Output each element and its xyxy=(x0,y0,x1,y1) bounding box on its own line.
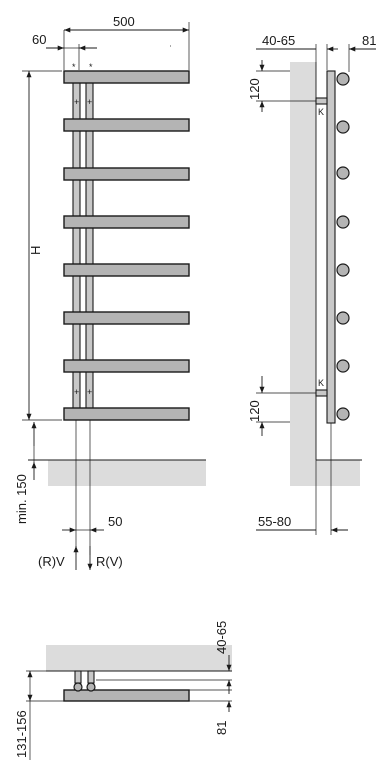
plus-mark: + xyxy=(87,97,92,107)
top-bracket-label: 120 xyxy=(247,78,262,100)
side-knob xyxy=(336,166,350,180)
top-valve-knob xyxy=(86,682,96,692)
side-knob xyxy=(336,407,350,421)
front-bar xyxy=(63,311,190,325)
front-bar xyxy=(63,215,190,229)
front-bars xyxy=(63,70,190,421)
bracket-mark-bottom: K xyxy=(318,378,324,388)
front-bar xyxy=(63,118,190,132)
flow-right-label: R(V) xyxy=(96,554,123,569)
bottom-distance-label: 55-80 xyxy=(258,514,291,529)
side-floor xyxy=(316,460,360,486)
plus-mark: + xyxy=(74,387,79,397)
top-valve-knob xyxy=(73,682,83,692)
front-bar xyxy=(63,407,190,421)
top-valve-right xyxy=(87,670,95,684)
side-knob xyxy=(336,311,350,325)
side-knob xyxy=(336,120,350,134)
side-radiator-body xyxy=(326,70,336,424)
top-radiator-bar xyxy=(63,689,190,702)
side-knob xyxy=(336,215,350,229)
side-knobs xyxy=(336,72,350,421)
star-mark-right: * xyxy=(89,62,93,72)
side-wall xyxy=(290,62,316,486)
front-floor xyxy=(48,460,206,486)
bracket-mark-top: K xyxy=(318,107,324,117)
star-mark-left: * xyxy=(72,62,76,72)
plus-mark: + xyxy=(87,387,92,397)
width-label: 500 xyxy=(113,14,135,29)
depth-label: 81 xyxy=(362,33,376,48)
top-total-label: 131-156 xyxy=(14,710,29,758)
flow-left-label: (R)V xyxy=(38,554,65,569)
side-bracket-top xyxy=(315,97,328,105)
side-knob xyxy=(336,263,350,277)
side-bracket-bottom xyxy=(315,389,328,397)
side-view: K K 40-65 81 120 xyxy=(247,33,376,535)
front-bar xyxy=(63,359,190,373)
top-wall xyxy=(46,645,232,671)
bottom-bracket-label: 120 xyxy=(247,400,262,422)
pipe-spacing-label: 50 xyxy=(108,514,122,529)
side-knob xyxy=(336,72,350,86)
plus-mark: + xyxy=(74,97,79,107)
top-depth-label: 81 xyxy=(214,721,229,735)
front-bar xyxy=(63,167,190,181)
offset-label: 60 xyxy=(32,32,46,47)
wall-distance-label: 40-65 xyxy=(262,33,295,48)
front-bar xyxy=(63,70,190,84)
front-bar xyxy=(63,263,190,277)
front-view: * * + + + + 500 60 H min. 150 xyxy=(14,14,206,570)
height-label: H xyxy=(28,246,43,255)
top-wall-distance-label: 40-65 xyxy=(214,621,229,654)
top-view: 40-65 81 131-156 xyxy=(14,621,232,760)
top-valve-left xyxy=(74,670,82,684)
floor-gap-label: min. 150 xyxy=(14,474,29,524)
side-knob xyxy=(336,359,350,373)
